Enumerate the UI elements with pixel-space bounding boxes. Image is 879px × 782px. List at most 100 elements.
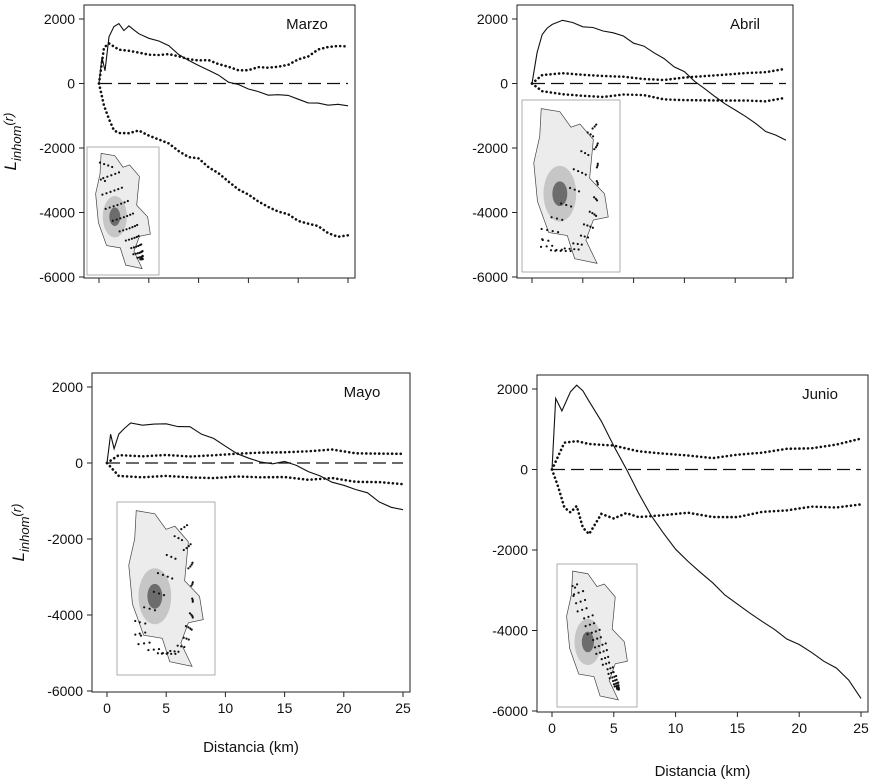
- x-tick-label: 15: [730, 720, 746, 736]
- panel-title: Abril: [730, 16, 760, 33]
- inset-point: [594, 146, 598, 149]
- inset-point: [169, 649, 172, 653]
- inset-point: [117, 187, 120, 191]
- inset-point: [541, 238, 544, 242]
- inset-point: [141, 257, 144, 260]
- y-axis-label-sub: inhom: [9, 125, 24, 161]
- x-tick-label: 5: [610, 720, 618, 736]
- y-tick-label: -4000: [47, 607, 83, 623]
- inset-point: [156, 652, 160, 655]
- inset-point: [595, 199, 599, 202]
- y-tick-label: -6000: [47, 683, 83, 699]
- panel-title: Marzo: [286, 16, 328, 33]
- inset-point: [583, 598, 587, 602]
- inset-point: [103, 162, 106, 166]
- y-tick-label: 2000: [497, 381, 528, 397]
- inset-point: [573, 248, 576, 251]
- inset-point: [132, 246, 136, 249]
- inset-point: [613, 675, 616, 678]
- inset-point: [573, 586, 577, 589]
- series-line-dotted: [550, 468, 863, 537]
- inset-point: [177, 537, 180, 540]
- inset-point: [613, 679, 617, 682]
- inset-point: [596, 181, 599, 184]
- inset-point: [593, 148, 596, 151]
- inset-point: [611, 676, 614, 679]
- y-axis-label-main: L: [1, 161, 20, 170]
- inset-point: [105, 192, 108, 195]
- inset-point: [185, 524, 189, 527]
- inset-point: [102, 177, 105, 180]
- inset-point: [134, 252, 137, 255]
- inset-density-core: [552, 181, 568, 207]
- inset-point: [147, 648, 150, 652]
- inset-point: [610, 671, 613, 675]
- inset-point: [586, 633, 589, 636]
- plot-frame: [536, 374, 869, 713]
- inset-point: [144, 631, 147, 634]
- series-line-solid: [531, 19, 787, 141]
- inset-point: [176, 644, 179, 647]
- inset-point: [608, 677, 611, 680]
- inset-point: [572, 168, 575, 171]
- inset-point: [592, 196, 596, 199]
- series-line-dotted: [105, 461, 405, 486]
- inset-point: [141, 249, 144, 253]
- inset-point: [180, 528, 183, 531]
- inset-point: [608, 661, 611, 664]
- inset-point: [545, 245, 548, 248]
- inset-point: [592, 638, 595, 642]
- inset-point: [559, 249, 562, 253]
- y-tick-label: 2000: [477, 11, 508, 27]
- x-tick-label: 10: [218, 700, 234, 716]
- inset-point: [117, 171, 121, 174]
- inset-point: [182, 548, 185, 552]
- inset-point: [118, 230, 121, 233]
- inset-point: [576, 610, 579, 613]
- x-tick-label: 25: [395, 700, 411, 716]
- inset-point: [126, 199, 129, 203]
- inset-point: [138, 621, 141, 624]
- x-axis-label: Distancia (km): [203, 739, 299, 756]
- inset-point: [153, 609, 157, 612]
- x-tick-label: 25: [853, 720, 869, 736]
- inset-point: [577, 591, 580, 594]
- inset-point: [579, 234, 583, 237]
- inset-point: [170, 652, 173, 655]
- inset-point: [586, 131, 589, 134]
- inset-point: [187, 626, 190, 629]
- inset-point: [135, 235, 138, 239]
- inset-point: [110, 174, 113, 177]
- plot-frame: [91, 372, 411, 693]
- inset-point: [180, 645, 183, 648]
- inset-point: [563, 247, 566, 250]
- y-axis-label-main: L: [9, 552, 28, 561]
- y-tick-label: 2000: [52, 379, 83, 395]
- series-line-dotted: [530, 67, 788, 85]
- inset-point: [130, 246, 133, 250]
- inset-point: [111, 219, 114, 222]
- inset-point: [135, 245, 138, 248]
- inset-point: [586, 224, 589, 227]
- inset-point: [191, 561, 194, 564]
- inset-point: [132, 253, 135, 256]
- series-line-dotted: [530, 82, 788, 103]
- x-axis-label: Distancia (km): [655, 763, 751, 780]
- inset-point: [555, 217, 559, 220]
- inset-point: [190, 628, 193, 631]
- inset-point: [573, 188, 576, 191]
- inset-point: [550, 216, 553, 219]
- inset-point: [564, 249, 567, 253]
- inset-point: [601, 663, 604, 666]
- inset-point: [128, 227, 131, 230]
- inset-point: [161, 651, 165, 655]
- inset-point: [599, 636, 602, 639]
- inset-point: [136, 223, 139, 227]
- inset-point: [127, 238, 131, 241]
- inset-point: [109, 190, 112, 193]
- y-axis-label: Linhom(r): [1, 113, 24, 171]
- inset-point: [587, 615, 590, 618]
- y-tick-label: -4000: [492, 623, 528, 639]
- inset-point: [104, 207, 107, 210]
